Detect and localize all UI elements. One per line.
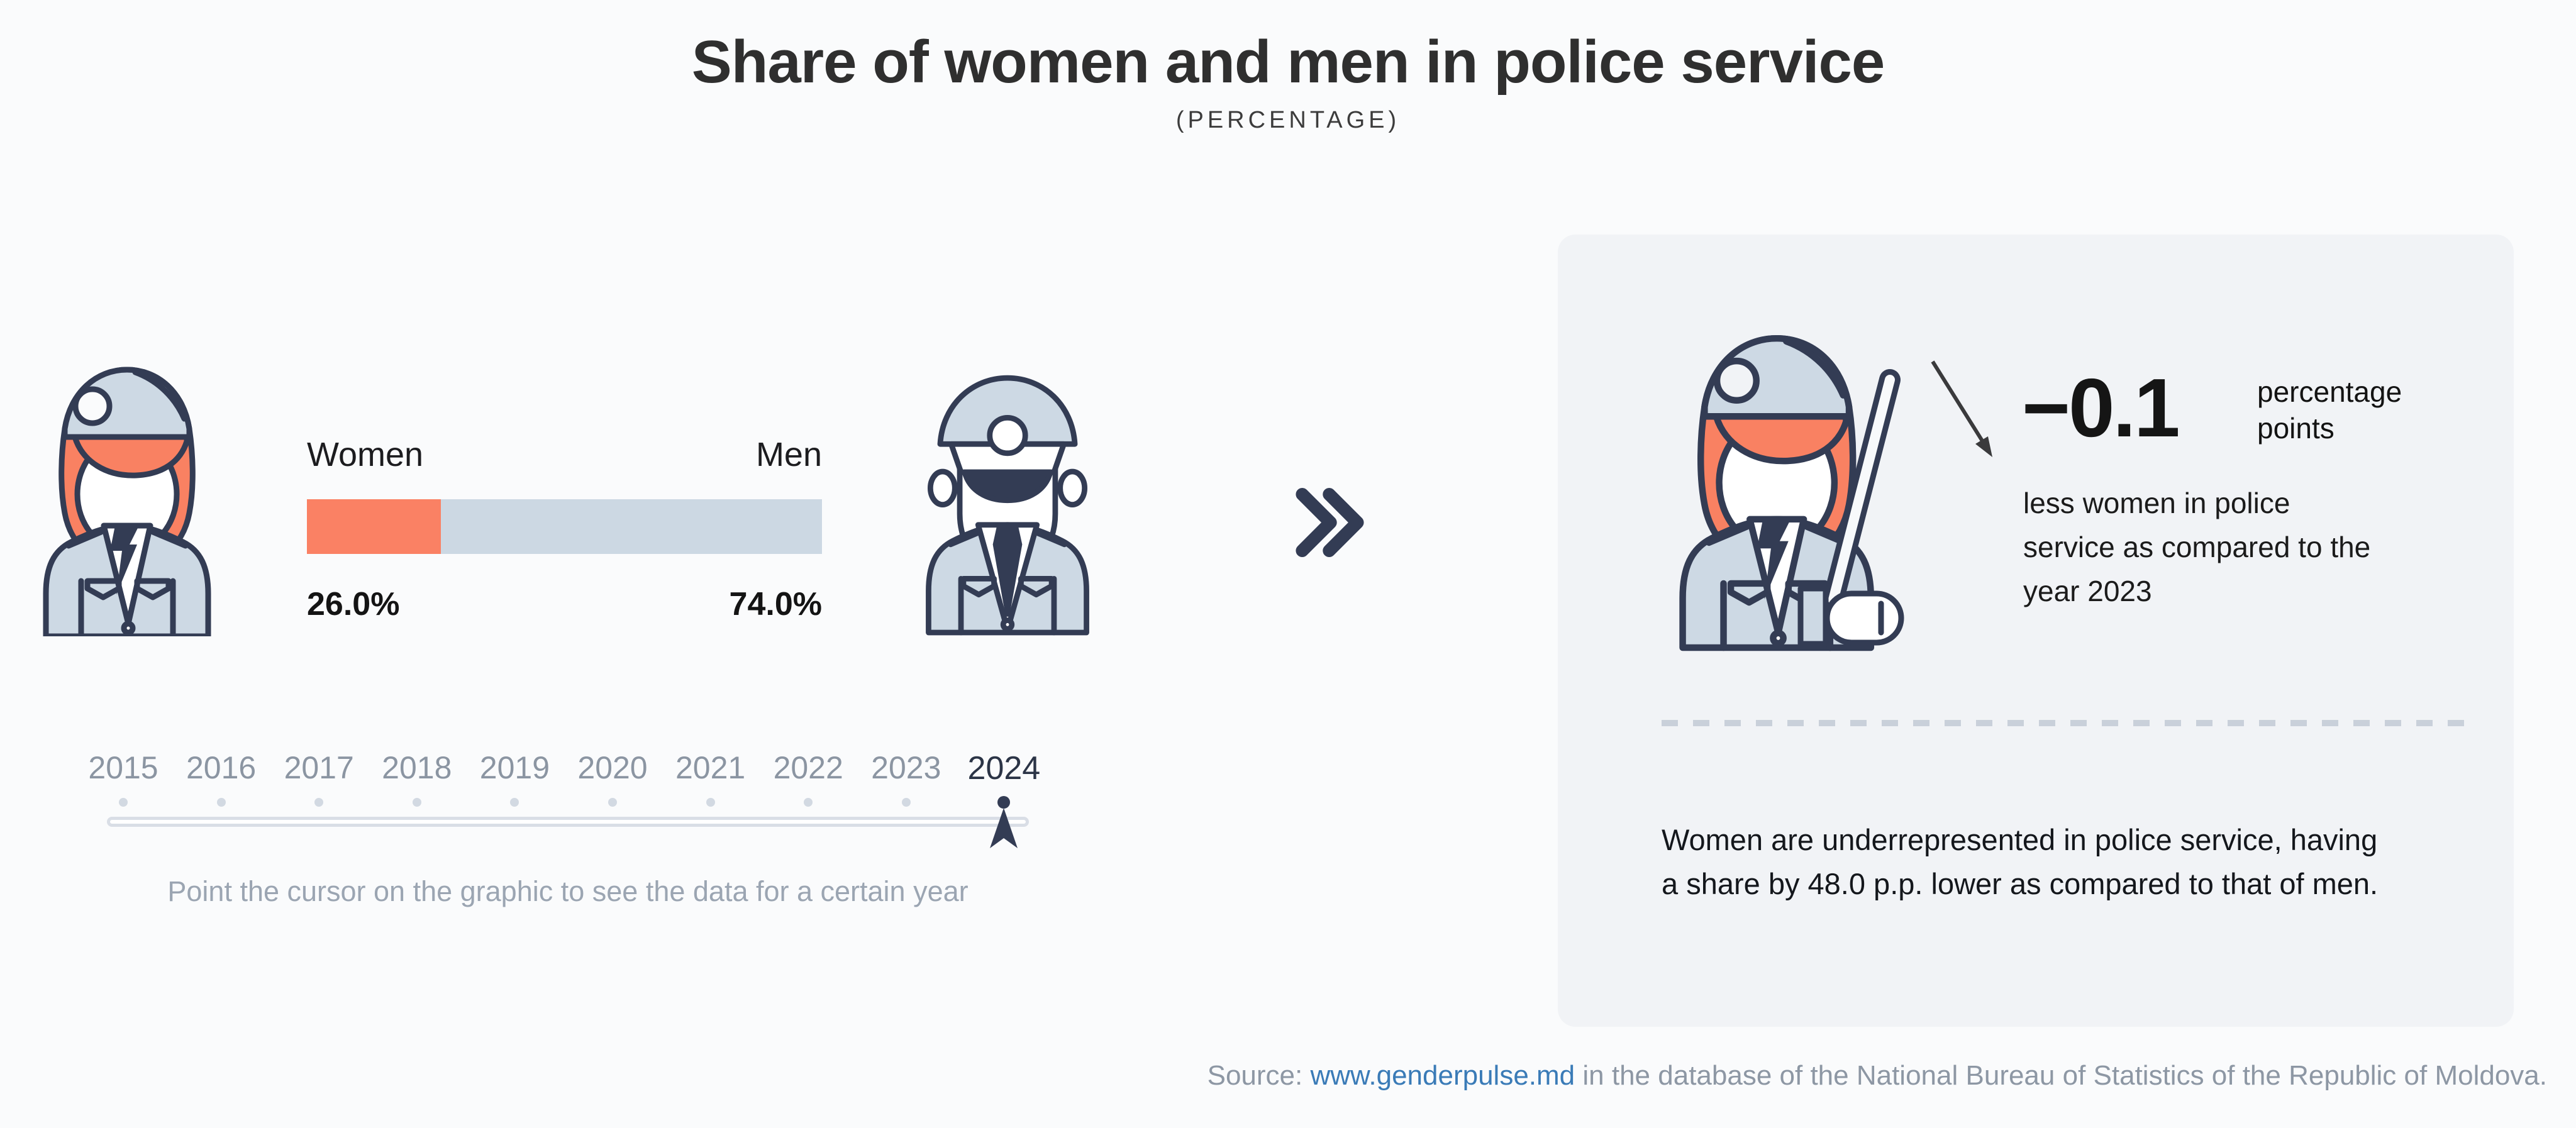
timeline-year-2018[interactable]: 2018 [382,750,452,785]
men-label: Men [755,436,822,473]
timeline-dot-2020[interactable] [608,798,617,807]
timeline-year-2021[interactable]: 2021 [675,750,746,785]
timeline-year-2024[interactable]: 2024 [967,750,1041,787]
page-subtitle: (PERCENTAGE) [1175,107,1401,133]
bar-values: 26.0% 74.0% [307,585,822,623]
timeline-dot-2022[interactable] [804,798,813,807]
timeline-track[interactable] [107,817,1029,827]
delta-description: less women in police service as compared… [2023,487,2371,607]
bar-segment-men[interactable] [440,499,822,554]
timeline-dot-2015[interactable] [119,798,128,807]
delta-unit: percentage points [2257,375,2402,445]
timeline-dot-2024[interactable] [997,796,1011,809]
timeline-year-2023[interactable]: 2023 [871,750,941,785]
double-chevron-right-icon [1296,487,1364,558]
timeline-dot-2018[interactable] [412,798,421,807]
timeline-dot-2021[interactable] [706,798,715,807]
timeline-year-2019[interactable]: 2019 [479,750,550,785]
gender-share-bar-chart: Women Men 26.0% 74.0% [307,435,822,623]
timeline-cursor-marker[interactable] [989,807,1018,851]
stacked-bar[interactable] [307,499,822,554]
women-value: 26.0% [307,586,400,622]
timeline-year-2017[interactable]: 2017 [284,750,354,785]
source-line: Source: www.genderpulse.md in the databa… [1208,1060,2547,1092]
timeline-year-2020[interactable]: 2020 [577,750,648,785]
dashed-divider [1662,720,2473,726]
men-value: 74.0% [729,586,822,622]
policewoman-with-baton-icon [1679,335,1904,651]
timeline-year-2022[interactable]: 2022 [773,750,843,785]
timeline-dot-2016[interactable] [216,798,226,807]
timeline-hint: Point the cursor on the graphic to see t… [167,875,969,907]
comparison-panel: −0.1 percentage points less women in pol… [1558,235,2514,1027]
source-suffix: in the database of the National Bureau o… [1582,1060,2547,1091]
timeline-dot-2017[interactable] [314,798,324,807]
page-title: Share of women and men in police service [691,28,1885,96]
source-link[interactable]: www.genderpulse.md [1310,1060,1575,1091]
women-label: Women [307,436,424,473]
timeline-year-2016[interactable]: 2016 [186,750,257,785]
policewoman-icon [43,367,211,636]
timeline-dot-2023[interactable] [901,798,911,807]
bar-labels: Women Men [307,435,822,474]
timeline-year-2015[interactable]: 2015 [88,750,158,785]
policeman-icon [926,375,1089,636]
bar-segment-women[interactable] [307,499,441,554]
timeline-dot-2019[interactable] [510,798,519,807]
source-prefix: Source: [1207,1060,1303,1091]
summary-text: Women are underrepresented in police ser… [1662,823,2379,900]
delta-value: −0.1 [2022,362,2180,454]
decrease-arrow-icon [1931,360,1992,457]
